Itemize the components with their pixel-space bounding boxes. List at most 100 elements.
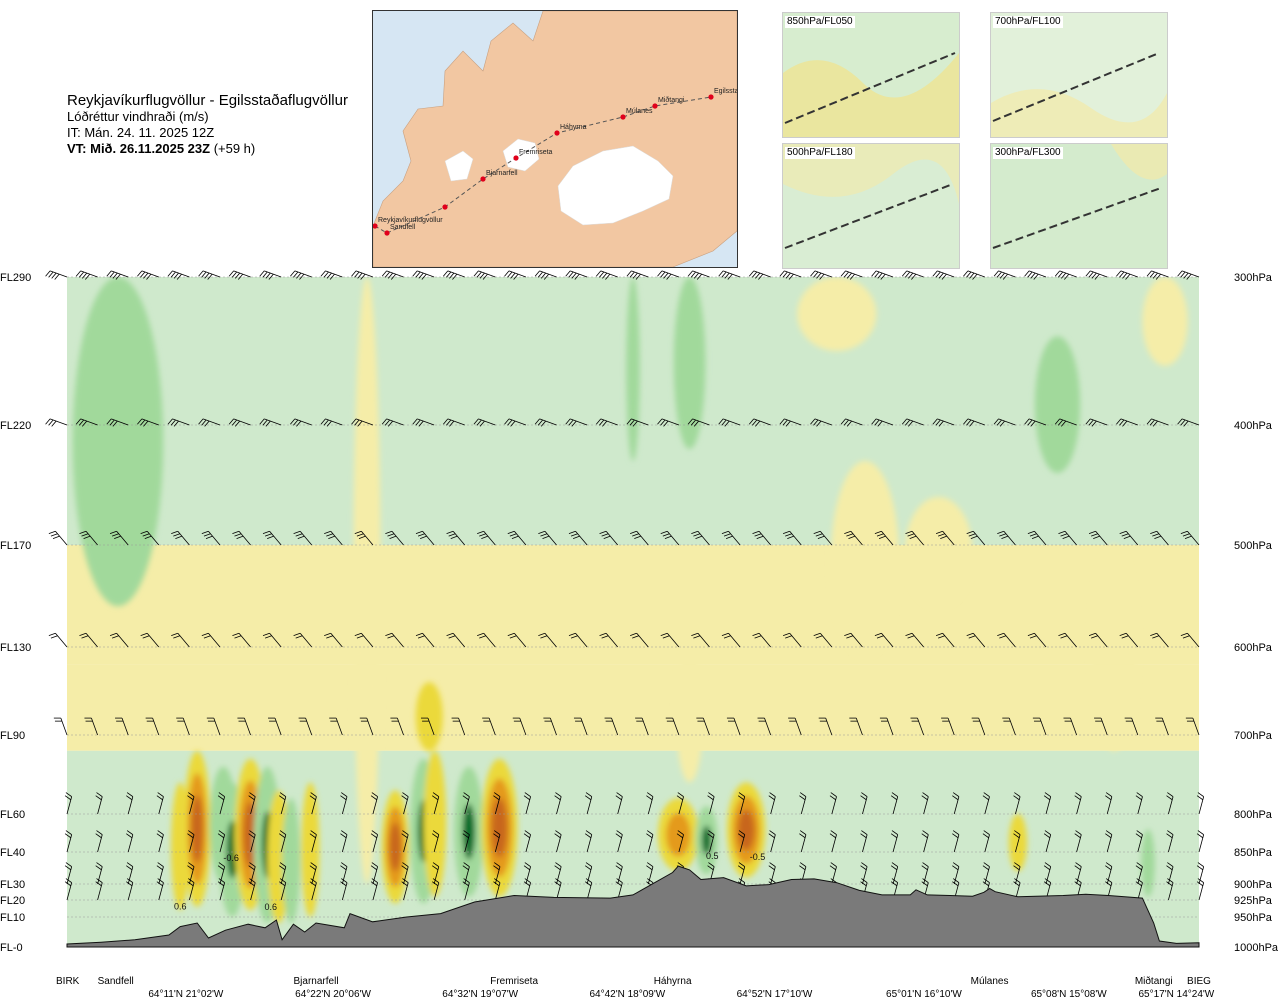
barb-850-5-feather-1: [217, 833, 225, 839]
barb-700-18: [604, 717, 619, 736]
barb-850-2: [126, 830, 134, 853]
barb-800-10-feather-1: [370, 795, 377, 801]
barb-800-6-feather-1: [248, 795, 255, 801]
barb-800-18-feather-0: [616, 792, 623, 797]
barb-500-10-feather-2: [358, 535, 366, 539]
route-map[interactable]: Reykjavíkurflugvöllur Sandfell Bjarnarfell…: [372, 10, 738, 268]
barb-850-37-feather-0: [1197, 830, 1204, 835]
barb-800-30: [982, 792, 990, 815]
barb-900-3-feather-0: [157, 862, 164, 867]
barb-500-26: [844, 530, 863, 546]
thumb-500hpa[interactable]: 500hPa/FL180: [782, 143, 960, 269]
barb-300-3-feather-2: [143, 272, 149, 279]
barb-400-19: [626, 418, 649, 427]
barb-300-27-feather-3: [880, 273, 886, 280]
barb-500-6-feather-0: [232, 530, 240, 534]
barb-925-37-feather-1: [1196, 881, 1204, 887]
barb-300-9-shaft: [325, 270, 343, 278]
barb-300-3-feather-0: [137, 270, 143, 277]
barb-300-7-shaft: [264, 270, 282, 278]
barb-400-29-feather-1: [935, 419, 941, 426]
barb-850-29-feather-0: [952, 830, 960, 835]
barb-600-21-feather-0: [691, 632, 699, 636]
barb-850-1: [95, 830, 103, 853]
barb-850-31: [1013, 830, 1021, 853]
barb-900-15-feather-0: [524, 862, 531, 867]
barb-500-4-feather-0: [171, 530, 178, 534]
barb-500-35-feather-1: [1121, 533, 1129, 537]
barb-300-24-feather-0: [779, 270, 785, 277]
barb-800-19-feather-1: [646, 795, 653, 801]
barb-500-28-feather-1: [907, 533, 915, 537]
barb-850-22: [737, 830, 746, 853]
barb-500-30-feather-2: [970, 535, 978, 539]
barb-900-0-feather-1: [64, 865, 72, 871]
barb-300-28-feather-1: [904, 271, 911, 278]
barb-500-24-feather-1: [785, 533, 792, 537]
barb-400-23-feather-2: [755, 420, 761, 427]
thumb-850hpa[interactable]: 850hPa/FL050: [782, 12, 960, 138]
barb-500-12-feather-0: [415, 530, 423, 534]
barb-800-37: [1196, 792, 1205, 815]
barb-900-13: [462, 862, 470, 885]
barb-850-34: [1105, 830, 1113, 853]
barb-800-4-feather-1: [187, 795, 194, 801]
barb-600-14-feather-0: [477, 632, 484, 636]
cross-section-chart[interactable]: 0.6-0.60.60.5 -0.5 FL290FL220FL170FL130FL…: [0, 270, 1280, 1005]
barb-300-14-shaft: [478, 270, 496, 278]
barb-925-0-feather-1: [64, 881, 72, 887]
barb-500-34-feather-2: [1093, 535, 1100, 539]
barb-900-29-feather-1: [952, 865, 959, 871]
barb-500-14-feather-2: [481, 535, 489, 539]
barb-500-23: [752, 530, 771, 546]
barb-300-6-shaft: [233, 270, 251, 278]
barb-600-6-feather-1: [234, 635, 242, 639]
barb-300-36-feather-0: [1146, 270, 1152, 277]
wind-barbs: [45, 270, 1205, 901]
map-waypoint-label-8: Egilsstaðir: [714, 87, 737, 95]
barb-400-1-feather-2: [81, 420, 88, 427]
barb-600-15-feather-0: [507, 632, 515, 636]
barb-800-4-feather-0: [188, 792, 195, 797]
barb-600-4-feather-0: [171, 632, 178, 636]
barb-800-26-feather-1: [860, 795, 867, 801]
barb-850-12-feather-1: [431, 833, 439, 839]
barb-800-13-feather-1: [462, 795, 469, 801]
barb-400-0-feather-1: [48, 419, 54, 426]
barb-600-20-feather-0: [660, 632, 668, 636]
barb-400-11-feather-0: [381, 418, 387, 425]
barb-300-26-feather-1: [843, 271, 849, 278]
barb-400-18-feather-1: [599, 419, 605, 426]
barb-300-0-feather-3: [54, 273, 60, 280]
coord-label-5: 65°01'N 16°10'W: [886, 989, 962, 1000]
barb-400-24: [779, 418, 802, 427]
barb-300-1-feather-3: [85, 273, 91, 280]
thumb-700hpa-pattern: [991, 89, 1167, 137]
barb-900-14-feather-0: [494, 862, 501, 867]
barb-600-20-feather-1: [662, 635, 670, 639]
barb-900-27-feather-0: [891, 862, 898, 867]
barb-925-13-feather-0: [463, 878, 470, 883]
barb-850-29: [952, 830, 960, 853]
barb-900-3: [156, 862, 164, 885]
thumb-700hpa[interactable]: 700hPa/FL100: [990, 12, 1168, 138]
barb-900-32: [1043, 862, 1052, 885]
barb-850-6-feather-1: [248, 833, 255, 839]
barb-600-33-feather-0: [1058, 632, 1066, 636]
coordinate-axis: 64°11'N 21°02'W 64°22'N 20°06'W 64°32'N 19…: [148, 989, 1214, 1000]
barb-925-7-feather-0: [279, 878, 287, 883]
barb-600-0-feather-0: [48, 632, 56, 636]
barb-500-33-feather-2: [1062, 535, 1070, 539]
barb-300-5-shaft: [202, 270, 221, 278]
barb-600-28-feather-1: [907, 635, 915, 639]
barb-300-15-shaft: [508, 270, 527, 278]
barb-400-11: [381, 418, 404, 427]
barb-400-3-feather-2: [143, 420, 149, 427]
thumb-700hpa-svg: [991, 13, 1167, 137]
barb-850-0: [64, 830, 73, 853]
barb-850-30: [982, 830, 990, 853]
barb-500-34-feather-1: [1091, 533, 1098, 537]
thumb-300hpa[interactable]: 300hPa/FL300: [990, 143, 1168, 269]
barb-900-32-feather-0: [1044, 862, 1051, 867]
barb-600-8: [293, 632, 313, 648]
